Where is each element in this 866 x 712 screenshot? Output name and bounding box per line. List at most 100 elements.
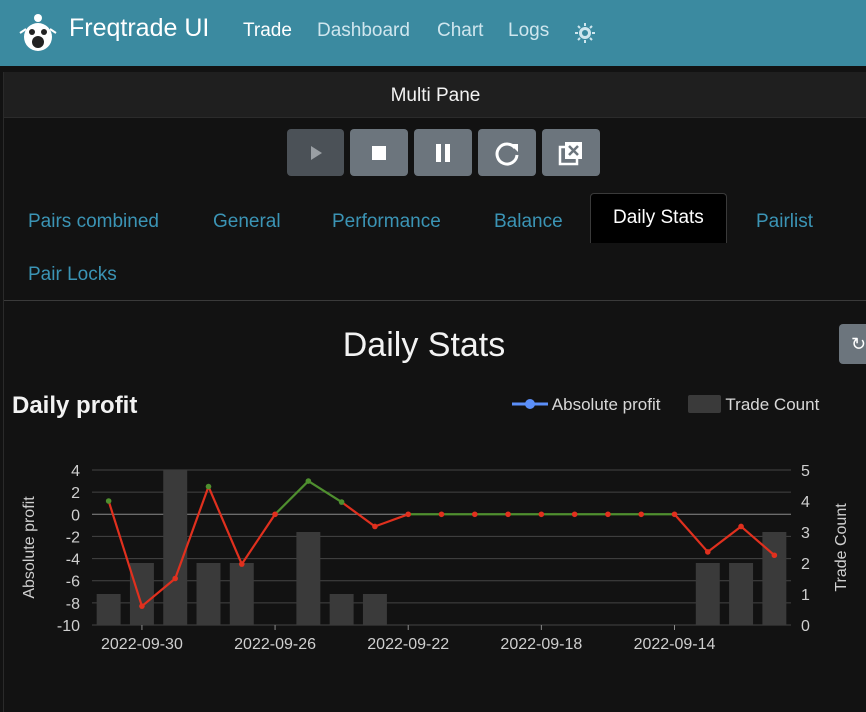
- legend-label: Trade Count: [725, 395, 820, 414]
- y-right-tick-label: 2: [801, 556, 810, 573]
- nav-dashboard[interactable]: Dashboard: [317, 20, 410, 41]
- tab-pairlist[interactable]: Pairlist: [756, 211, 814, 232]
- trade-count-bar: [362, 594, 387, 625]
- profit-point: [372, 523, 378, 530]
- y-right-tick-label: 1: [801, 587, 810, 604]
- y-left-tick-label: -6: [66, 574, 80, 591]
- profit-line-segment: [307, 480, 343, 504]
- profit-point: [172, 575, 179, 582]
- profit-line-segment: [240, 513, 276, 565]
- profit-line-segment: [673, 513, 709, 553]
- tab-divider: [4, 300, 866, 301]
- trade-count-bar: [163, 470, 188, 625]
- legend-line-icon: [512, 399, 548, 409]
- legend-trade-count[interactable]: Trade Count: [688, 395, 819, 415]
- y-left-tick-label: 2: [71, 485, 80, 502]
- profit-line-segment: [374, 513, 409, 528]
- profit-point: [105, 498, 112, 504]
- profit-point: [738, 523, 744, 530]
- y-right-tick-label: 3: [801, 525, 810, 542]
- tab-pairs-combined[interactable]: Pairs combined: [28, 211, 159, 232]
- y-left-tick-label: -8: [66, 596, 80, 613]
- profit-point: [139, 603, 145, 609]
- profit-point: [671, 511, 678, 518]
- y-left-tick-label: -2: [66, 529, 80, 546]
- profit-point: [338, 499, 345, 505]
- profit-line-segment: [107, 500, 143, 607]
- profit-point: [704, 549, 711, 555]
- trade-count-bar: [229, 563, 254, 625]
- y-left-tick-label: -10: [57, 618, 80, 635]
- profit-point: [238, 561, 245, 567]
- multi-pane: Multi Pane Pairs combined General Perfor…: [3, 72, 866, 712]
- y-left-tick-label: -4: [66, 552, 80, 569]
- sun-icon[interactable]: [574, 22, 596, 44]
- pane-header: Multi Pane: [4, 72, 866, 118]
- profit-line-segment: [340, 501, 376, 528]
- profit-point: [505, 511, 511, 518]
- refresh-button[interactable]: ↻: [839, 324, 866, 364]
- y-left-tick-label: 0: [71, 507, 80, 524]
- profit-point: [605, 511, 611, 518]
- y-right-tick-label: 5: [801, 463, 810, 480]
- tab-balance[interactable]: Balance: [494, 211, 563, 232]
- profit-point: [405, 511, 412, 518]
- x-tick-label: 2022-09-14: [634, 636, 716, 653]
- x-tick-label: 2022-09-22: [367, 636, 449, 653]
- tab-general[interactable]: General: [213, 211, 281, 232]
- reload-icon: [495, 142, 519, 166]
- play-icon: [310, 145, 322, 160]
- daily-profit-chart: 4 2 0 -2 -4 -6 -8 -10 5 4 3 2 1 0 2022-09-30 2022-09-26…: [21, 463, 850, 653]
- top-navbar: Freqtrade UI Trade Dashboard Chart Logs: [0, 0, 866, 66]
- legend-label: Absolute profit: [551, 395, 661, 414]
- reload-button[interactable]: [478, 129, 536, 176]
- trade-count-bar: [96, 594, 121, 625]
- profit-line-segment: [740, 525, 776, 557]
- stop-button[interactable]: [350, 129, 408, 176]
- profit-line-segment: [707, 525, 742, 553]
- profit-line-segment: [274, 480, 310, 516]
- pause-button[interactable]: [414, 129, 472, 176]
- x-tick-label: 2022-09-18: [500, 636, 582, 653]
- brand-title[interactable]: Freqtrade UI: [69, 14, 210, 42]
- nav-logs[interactable]: Logs: [508, 20, 550, 41]
- y-right-axis-title: Trade Count: [833, 503, 850, 592]
- trade-count-bar: [196, 563, 221, 625]
- trade-count-bar: [762, 532, 787, 625]
- pause-icon: [436, 143, 450, 162]
- profit-point: [571, 511, 578, 518]
- stop-icon: [372, 145, 386, 160]
- y-left-tick-label: 4: [71, 463, 80, 480]
- forceexit-button[interactable]: [542, 129, 600, 176]
- trade-count-bar: [695, 563, 720, 625]
- nav-chart[interactable]: Chart: [437, 20, 484, 41]
- profit-point: [638, 511, 645, 518]
- profit-point: [471, 511, 478, 518]
- profit-point: [272, 511, 278, 518]
- y-left-axis-title: Absolute profit: [21, 496, 38, 599]
- legend-bar-swatch: [688, 395, 721, 413]
- y-right-tick-label: 4: [801, 494, 810, 511]
- freqtrade-logo-icon[interactable]: [18, 11, 58, 55]
- profit-point: [205, 483, 212, 490]
- tab-pair-locks[interactable]: Pair Locks: [28, 264, 117, 285]
- close-box-icon: [558, 141, 582, 165]
- profit-point: [438, 511, 445, 518]
- tab-performance[interactable]: Performance: [332, 211, 441, 232]
- pane-title: Multi Pane: [390, 85, 481, 106]
- profit-point: [538, 511, 545, 518]
- start-button[interactable]: [287, 129, 344, 176]
- trade-count-bar: [729, 563, 754, 625]
- trade-count-bar: [129, 563, 154, 625]
- profit-line-segment: [174, 486, 210, 579]
- y-right-tick-label: 0: [801, 618, 810, 635]
- legend-absolute-profit[interactable]: Absolute profit: [512, 395, 660, 415]
- trade-count-bar: [329, 594, 354, 625]
- section-title: Daily Stats: [342, 326, 506, 364]
- x-tick-label: 2022-09-30: [101, 636, 183, 653]
- x-tick-label: 2022-09-26: [234, 636, 316, 653]
- nav-trade[interactable]: Trade: [243, 20, 292, 41]
- profit-point: [305, 478, 312, 484]
- tab-daily-stats[interactable]: Daily Stats: [590, 193, 727, 243]
- chart-title: Daily profit: [12, 392, 138, 419]
